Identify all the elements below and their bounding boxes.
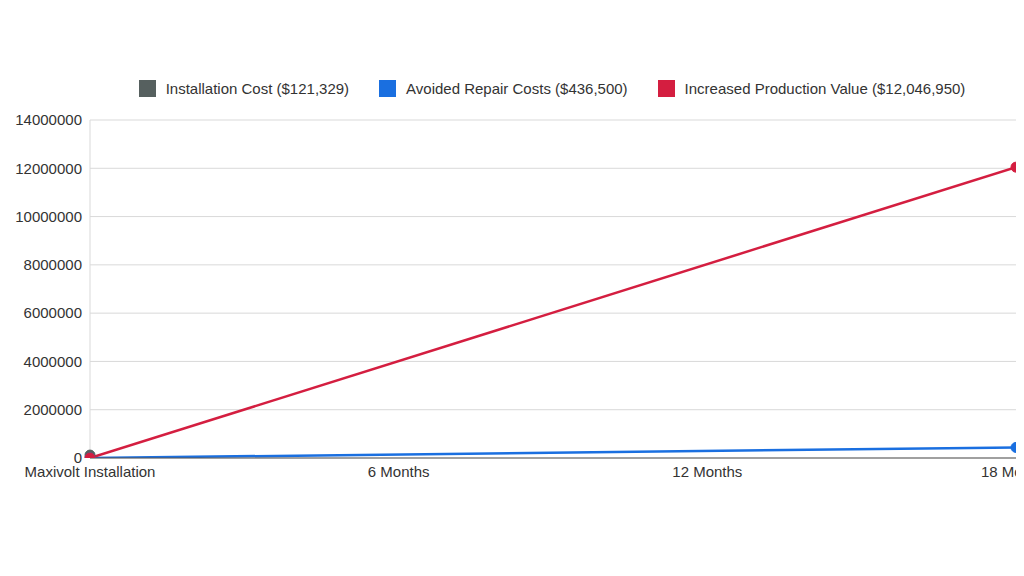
svg-text:6 Months: 6 Months	[368, 463, 430, 480]
svg-text:Maxivolt Installation: Maxivolt Installation	[25, 463, 156, 480]
svg-text:0: 0	[74, 449, 82, 466]
html-text:Avoided Repair Costs ($436,500: Avoided Repair Costs ($436,500)	[406, 80, 628, 97]
svg-text:4000000: 4000000	[24, 353, 82, 370]
svg-text:12 Months: 12 Months	[672, 463, 742, 480]
svg-text:8000000: 8000000	[24, 256, 82, 273]
svg-text:12000000: 12000000	[15, 160, 82, 177]
svg-text:14000000: 14000000	[15, 111, 82, 128]
html-text:Increased Production Value ($1: Increased Production Value ($12,046,950)	[684, 80, 966, 97]
svg-text:10000000: 10000000	[15, 208, 82, 225]
html-text:Installation Cost ($121,329): Installation Cost ($121,329)	[165, 80, 350, 97]
svg-text:6000000: 6000000	[24, 304, 82, 321]
svg-text:2000000: 2000000	[24, 401, 82, 418]
svg-text:18 Months: 18 Months	[981, 463, 1016, 480]
